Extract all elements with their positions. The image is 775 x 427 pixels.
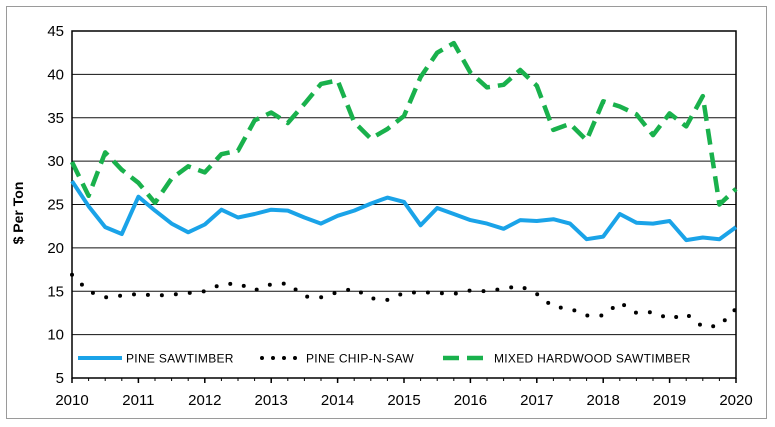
x-tick-label: 2015 (387, 392, 420, 409)
y-tick-label: 25 (47, 197, 64, 214)
y-tick-labels: 5 10 15 20 25 30 35 40 45 (47, 23, 64, 387)
legend-label-pine-sawtimber: PINE SAWTIMBER (126, 352, 234, 366)
x-tick-label: 2012 (188, 392, 221, 409)
y-tick-label: 20 (47, 240, 64, 257)
legend: PINE SAWTIMBER PINE CHIP-N-SAW MIXED HARDW… (78, 352, 691, 366)
y-tick-label: 10 (47, 327, 64, 344)
x-tick-label: 2019 (653, 392, 686, 409)
x-tick-label: 2018 (587, 392, 620, 409)
y-tick-label: 15 (47, 283, 64, 300)
y-tick-label: 45 (47, 23, 64, 40)
plot-area-border (71, 30, 737, 379)
x-tick-label: 2011 (122, 392, 154, 409)
x-tick-labels: 2010 2011 2012 2013 2014 2015 2016 2017 2018 2019… (55, 392, 752, 409)
x-tick-label: 2016 (454, 392, 487, 409)
legend-label-pine-chip-n-saw: PINE CHIP-N-SAW (306, 352, 414, 366)
legend-label-mixed-hardwood-sawtimber: MIXED HARDWOOD SAWTIMBER (494, 352, 691, 366)
y-axis-label: $ Per Ton (10, 182, 26, 245)
y-tick-label: 35 (47, 110, 64, 127)
y-tick-label: 5 (56, 370, 64, 387)
mixed-hardwood-sawtimber-line (69, 40, 738, 207)
x-tick-label: 2010 (55, 392, 88, 409)
pine-sawtimber-line (70, 179, 738, 243)
x-tick-label: 2017 (520, 392, 553, 409)
y-tick-label: 40 (47, 66, 64, 83)
gridlines (72, 30, 736, 336)
pine-chip-n-saw-line (70, 272, 738, 329)
axes (71, 30, 737, 383)
x-tick-label: 2014 (321, 392, 354, 409)
series-lines (69, 40, 738, 329)
x-tick-label: 2020 (719, 392, 752, 409)
x-tick-label: 2013 (255, 392, 288, 409)
y-tick-label: 30 (47, 153, 64, 170)
